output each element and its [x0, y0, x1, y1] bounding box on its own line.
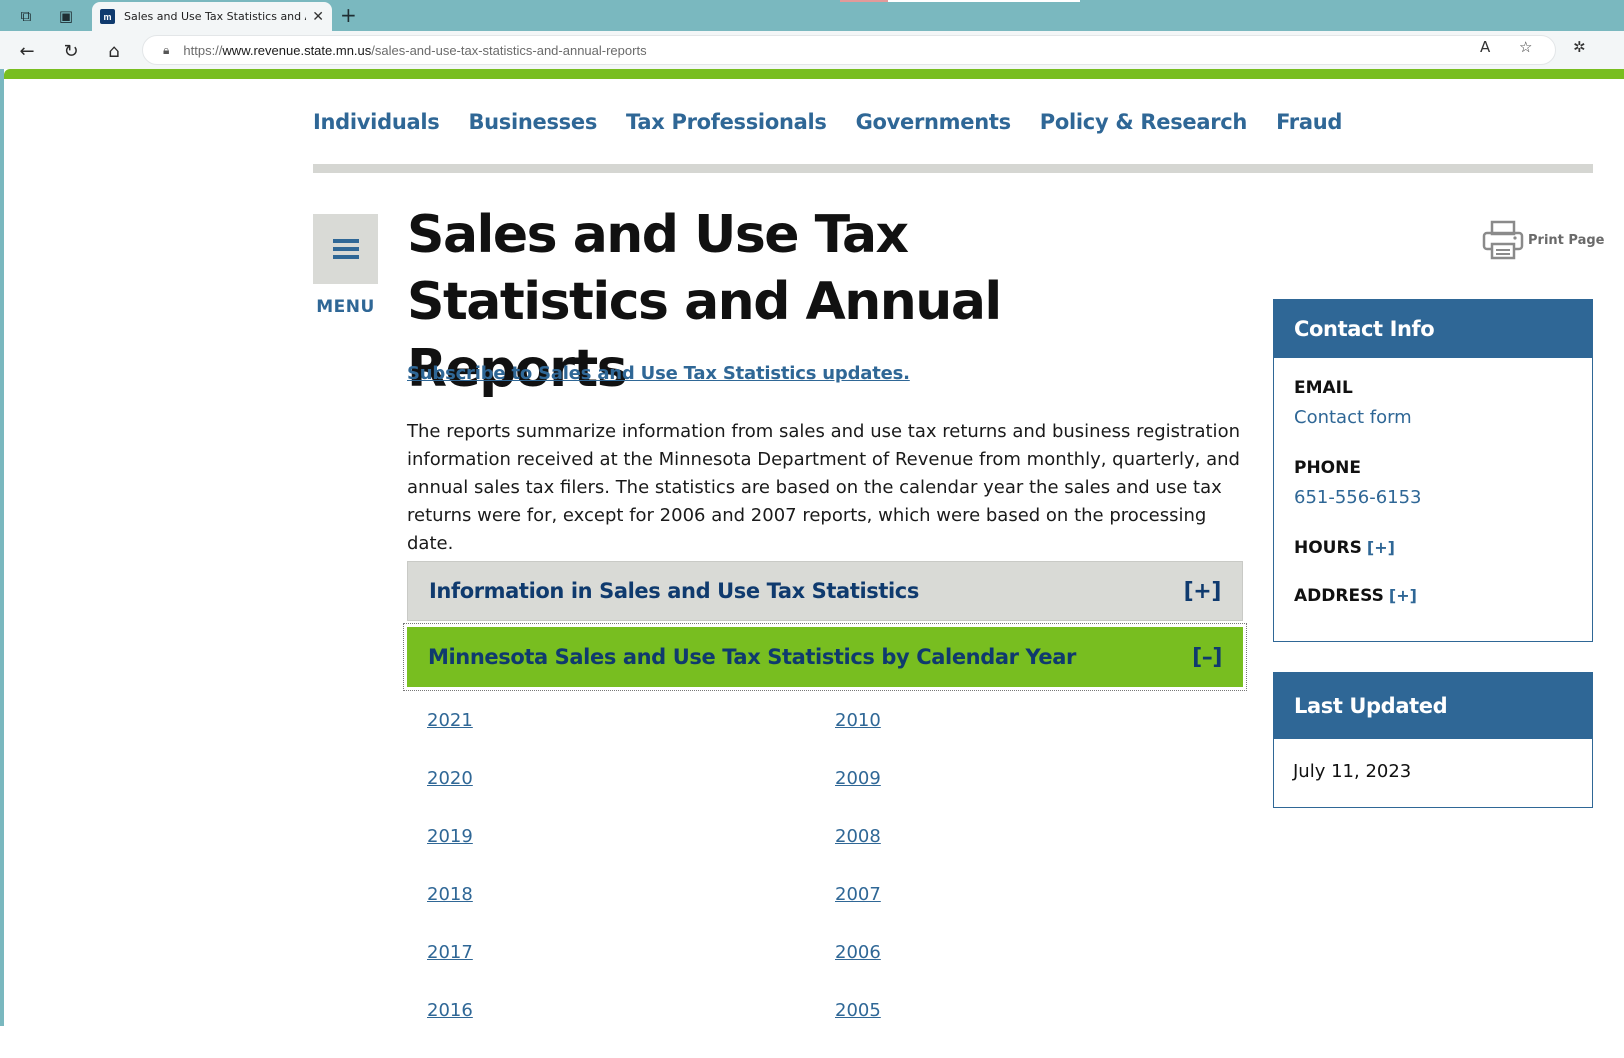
- hamburger-icon: [332, 235, 359, 263]
- hours-expand-toggle[interactable]: [+]: [1366, 538, 1395, 557]
- print-page-button[interactable]: Print Page: [1482, 220, 1604, 260]
- read-aloud-icon[interactable]: A: [1480, 38, 1491, 56]
- accordion-statistics-by-year[interactable]: Minnesota Sales and Use Tax Statistics b…: [403, 623, 1247, 691]
- browser-tab-bar: ⧉ ▣ m Sales and Use Tax Statistics and A…: [0, 0, 1624, 31]
- refresh-icon[interactable]: ↻: [63, 40, 79, 62]
- tab-indicator: [840, 0, 888, 2]
- browser-tab[interactable]: m Sales and Use Tax Statistics and A ✕: [92, 2, 332, 31]
- back-arrow-icon[interactable]: ←: [19, 40, 35, 62]
- year-links: 2021 2010 2020 2009 2019 2008 2018 2007 …: [427, 710, 1227, 1058]
- nav-tax-professionals[interactable]: Tax Professionals: [626, 110, 827, 134]
- year-link-2005[interactable]: 2005: [835, 1000, 881, 1021]
- last-updated-date: July 11, 2023: [1293, 761, 1412, 782]
- contact-info-heading: Contact Info: [1274, 300, 1592, 358]
- expand-toggle: [+]: [1183, 578, 1222, 604]
- last-updated-box: Last Updated July 11, 2023: [1273, 672, 1593, 808]
- lock-icon: 🔒︎: [163, 42, 170, 57]
- contact-form-link[interactable]: Contact form: [1294, 407, 1412, 428]
- url-scheme: https://: [183, 42, 223, 58]
- url-host: www.revenue.state.mn.us: [222, 42, 372, 58]
- new-tab-icon[interactable]: +: [340, 3, 357, 27]
- year-link-2008[interactable]: 2008: [835, 826, 881, 847]
- phone-label: PHONE: [1294, 458, 1361, 478]
- url-path: /sales-and-use-tax-statistics-and-annual…: [371, 42, 647, 58]
- tab-title: Sales and Use Tax Statistics and A: [124, 10, 307, 23]
- address-bar[interactable]: 🔒︎ https://www.revenue.state.mn.us/sales…: [142, 35, 1556, 65]
- nav-businesses[interactable]: Businesses: [468, 110, 598, 134]
- accordion-information[interactable]: Information in Sales and Use Tax Statist…: [407, 561, 1243, 621]
- contact-info-box: Contact Info EMAIL Contact form PHONE 65…: [1273, 299, 1593, 642]
- accordion-title: Minnesota Sales and Use Tax Statistics b…: [428, 645, 1076, 669]
- site-top-accent: [4, 69, 1624, 79]
- year-link-2007[interactable]: 2007: [835, 884, 881, 905]
- menu-button[interactable]: [313, 214, 378, 284]
- favorite-star-icon[interactable]: ☆: [1519, 38, 1533, 56]
- print-page-label: Print Page: [1528, 232, 1605, 248]
- year-link-2018[interactable]: 2018: [427, 884, 473, 905]
- page-title: Sales and Use Tax Statistics and Annual …: [407, 205, 1002, 399]
- phone-link[interactable]: 651-556-6153: [1294, 487, 1422, 508]
- last-updated-heading: Last Updated: [1274, 673, 1592, 739]
- tab-indicator-2: [888, 0, 1080, 2]
- printer-icon: [1482, 220, 1524, 260]
- nav-divider: [313, 164, 1593, 173]
- workspaces-icon[interactable]: ⧉: [20, 7, 32, 25]
- main-nav: Individuals Businesses Tax Professionals…: [313, 110, 1371, 144]
- year-link-2009[interactable]: 2009: [835, 768, 881, 789]
- address-expand-toggle[interactable]: [+]: [1388, 586, 1417, 605]
- year-link-2019[interactable]: 2019: [427, 826, 473, 847]
- accordion-title: Information in Sales and Use Tax Statist…: [429, 579, 919, 603]
- close-tab-icon[interactable]: ✕: [312, 8, 324, 25]
- collapse-toggle: [–]: [1192, 644, 1222, 670]
- hours-label: HOURS: [1294, 538, 1362, 558]
- year-link-2021[interactable]: 2021: [427, 710, 473, 731]
- menu-label[interactable]: MENU: [316, 297, 375, 317]
- year-link-2017[interactable]: 2017: [427, 942, 473, 963]
- year-link-2006[interactable]: 2006: [835, 942, 881, 963]
- year-link-2016[interactable]: 2016: [427, 1000, 473, 1021]
- nav-fraud[interactable]: Fraud: [1276, 110, 1343, 134]
- nav-policy-research[interactable]: Policy & Research: [1039, 110, 1248, 134]
- nav-individuals[interactable]: Individuals: [313, 110, 440, 134]
- email-label: EMAIL: [1294, 378, 1353, 398]
- year-link-2010[interactable]: 2010: [835, 710, 881, 731]
- subscribe-link[interactable]: Subscribe to Sales and Use Tax Statistic…: [407, 363, 910, 384]
- intro-paragraph: The reports summarize information from s…: [407, 421, 1240, 554]
- address-label: ADDRESS: [1294, 586, 1384, 606]
- extensions-icon[interactable]: ✲: [1573, 38, 1586, 56]
- home-icon[interactable]: ⌂: [108, 40, 120, 62]
- tab-actions-icon[interactable]: ▣: [58, 7, 74, 25]
- year-link-2020[interactable]: 2020: [427, 768, 473, 789]
- nav-governments[interactable]: Governments: [855, 110, 1012, 134]
- window-left-edge: [0, 69, 4, 1026]
- browser-toolbar: ← ↻ ⌂ 🔒︎ https://www.revenue.state.mn.us…: [0, 31, 1624, 69]
- site-favicon-icon: m: [100, 9, 115, 24]
